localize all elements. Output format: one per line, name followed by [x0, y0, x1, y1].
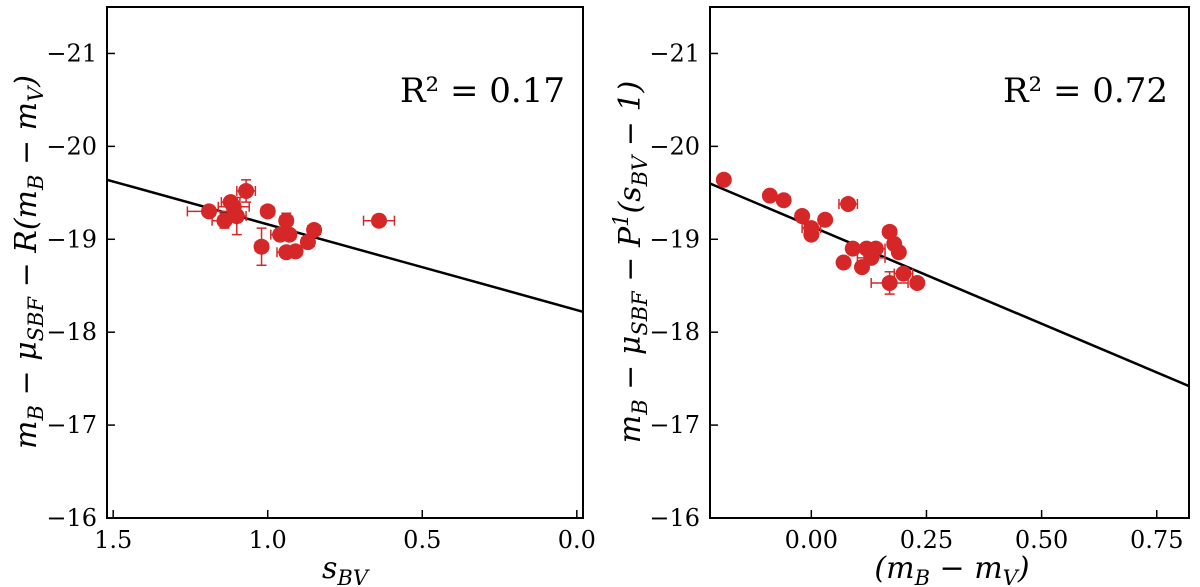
y-tick-label: −17: [649, 411, 700, 439]
data-point: [893, 265, 914, 282]
data-point: [881, 223, 898, 240]
point-marker: [761, 187, 778, 204]
right-fit-line-layer: [710, 182, 1189, 388]
right-ticks: 0.00 0.25 0.50 0.75 −16 −17 −18 −19 −20 −21: [649, 39, 1183, 554]
y-tick-label: −20: [46, 132, 97, 160]
left-axes-frame: [106, 6, 584, 519]
right-panel: 0.00 0.25 0.50 0.75 −16 −17 −18 −19 −20 −21 R² = …: [609, 6, 1190, 587]
y-tick-label: −18: [649, 318, 700, 346]
data-point: [186, 203, 232, 220]
data-point: [803, 226, 820, 243]
data-point: [253, 227, 270, 267]
point-marker: [278, 212, 295, 229]
point-marker: [909, 274, 926, 291]
data-point: [287, 243, 304, 260]
x-tick-label: 0.0: [558, 526, 596, 554]
point-marker: [228, 208, 245, 225]
point-marker: [238, 182, 255, 199]
y-tick-label: −18: [46, 318, 97, 346]
right-y-axis-label: mB − μSBF − P1(sBV − 1): [609, 81, 652, 444]
point-marker: [299, 234, 316, 251]
right-plot-area: [710, 171, 1189, 388]
right-x-axis-label: (mB − mV): [874, 551, 1029, 587]
data-point: [870, 271, 909, 295]
point-marker: [775, 192, 792, 209]
point-marker: [817, 211, 834, 228]
right-points-layer: [715, 171, 926, 295]
right-r2-annotation: R² = 0.72: [1003, 71, 1168, 111]
data-point: [909, 274, 926, 291]
data-point: [362, 212, 396, 229]
left-plot-area: [107, 178, 583, 313]
data-point: [236, 179, 257, 203]
data-point: [306, 221, 323, 238]
y-tick-label: −19: [46, 225, 97, 253]
point-marker: [867, 240, 884, 257]
point-marker: [890, 244, 907, 261]
point-marker: [835, 254, 852, 271]
data-point: [817, 211, 834, 228]
point-marker: [287, 243, 304, 260]
data-point: [259, 203, 276, 220]
point-marker: [281, 226, 298, 243]
data-point: [761, 187, 778, 204]
y-tick-label: −17: [46, 411, 97, 439]
data-point: [890, 244, 907, 261]
left-y-axis-label: mB − μSBF − R(mB − mV): [9, 75, 48, 449]
fit-line: [107, 178, 583, 313]
point-marker: [881, 223, 898, 240]
data-point: [715, 171, 732, 188]
point-marker: [306, 221, 323, 238]
fit-line: [710, 182, 1189, 388]
point-marker: [803, 226, 820, 243]
y-tick-label: −21: [46, 39, 97, 67]
left-panel: 1.5 1.0 0.5 0.0 −16 −17 −18 −19 −20 −21 R² = 0.17…: [9, 6, 596, 587]
data-point: [794, 208, 811, 225]
point-marker: [794, 208, 811, 225]
y-tick-label: −19: [649, 225, 700, 253]
point-marker: [253, 238, 270, 255]
point-marker: [201, 203, 217, 220]
data-point: [865, 240, 886, 257]
data-point: [835, 254, 852, 271]
left-r2-annotation: R² = 0.17: [400, 71, 565, 111]
data-point: [278, 212, 295, 229]
x-tick-label: 1.5: [94, 526, 132, 554]
x-tick-label: 0.75: [1130, 526, 1183, 554]
data-point: [281, 226, 298, 243]
y-tick-label: −20: [649, 132, 700, 160]
data-point: [838, 195, 859, 212]
point-marker: [840, 195, 857, 212]
data-point: [775, 192, 792, 209]
y-tick-label: −21: [649, 39, 700, 67]
x-tick-label: 0.5: [403, 526, 441, 554]
left-fit-line-layer: [107, 178, 583, 313]
data-point: [226, 196, 247, 236]
point-marker: [371, 212, 387, 229]
left-x-axis-label: sBV: [322, 551, 370, 587]
point-marker: [895, 265, 912, 282]
x-tick-label: 0.00: [785, 526, 838, 554]
y-tick-label: −16: [649, 504, 700, 532]
y-tick-label: −16: [46, 504, 97, 532]
x-tick-label: 0.25: [900, 526, 953, 554]
point-marker: [881, 274, 898, 291]
x-tick-label: 1.0: [249, 526, 287, 554]
x-tick-label: 0.50: [1015, 526, 1068, 554]
point-marker: [259, 203, 276, 220]
point-marker: [715, 171, 732, 188]
left-ticks: 1.5 1.0 0.5 0.0 −16 −17 −18 −19 −20 −21: [46, 39, 596, 554]
left-points-layer: [186, 179, 396, 267]
right-axes-frame: [709, 6, 1190, 519]
